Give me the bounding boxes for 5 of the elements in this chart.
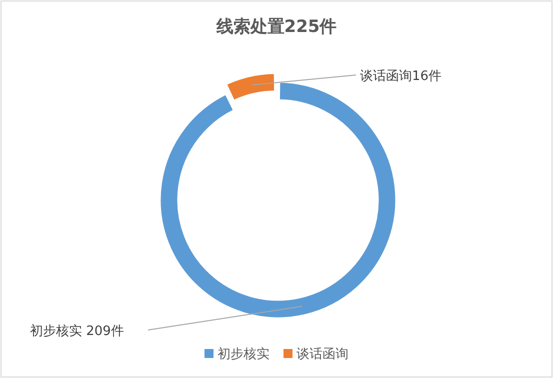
legend-label: 谈话函询: [296, 347, 348, 362]
data-label: 谈话函询16件: [360, 69, 442, 84]
legend-label: 初步核实: [218, 347, 270, 362]
data-label: 初步核实 209件: [30, 324, 124, 339]
chart-title: 线索处置225件: [215, 17, 337, 37]
